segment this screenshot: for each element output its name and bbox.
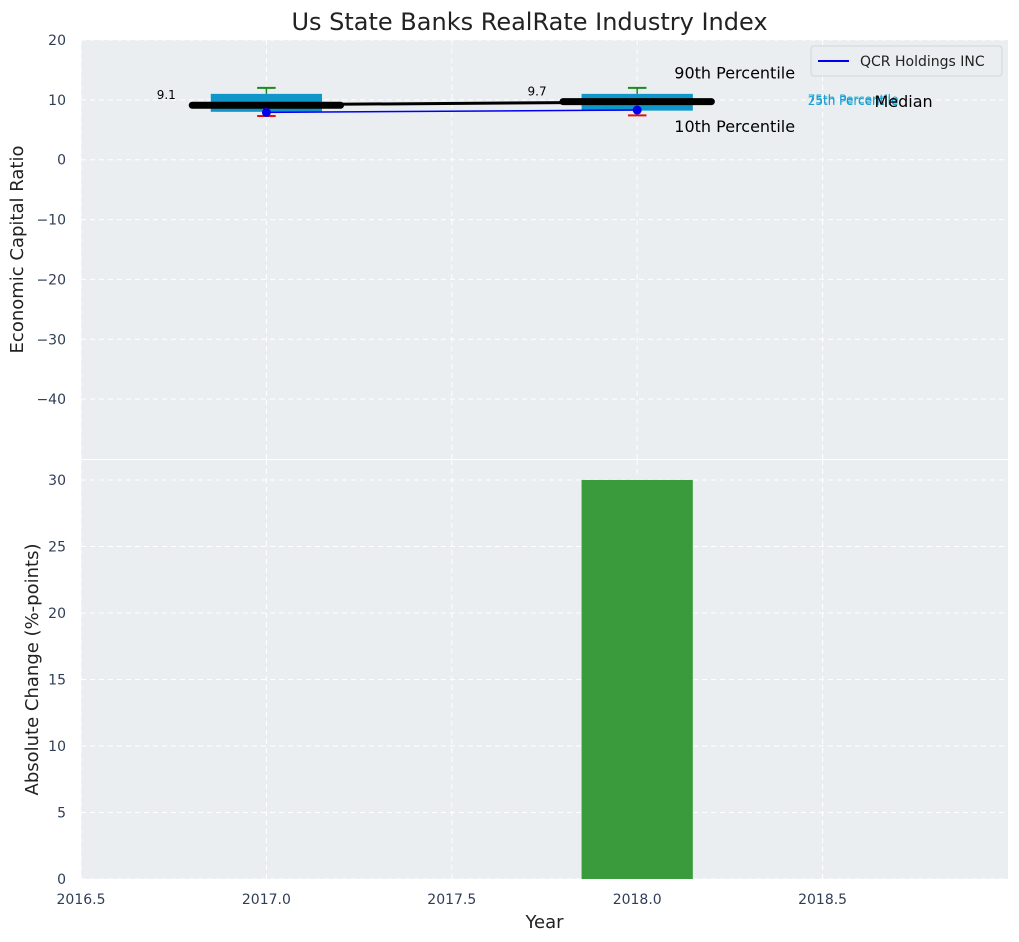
top-y-tick-label: −10: [36, 213, 66, 229]
bottom-y-tick-label: 10: [48, 739, 66, 755]
top-y-tick-label: 10: [48, 93, 66, 109]
top-y-tick-label: −40: [36, 392, 66, 408]
bottom-y-tick-label: 5: [57, 805, 66, 821]
p25-annotation: 25th Percentile: [808, 94, 899, 108]
bottom-bar-marks: [581, 479, 693, 879]
top-y-ticks: 20 10 0 −10 −20 −30 −40: [36, 33, 66, 408]
x-tick-label: 2018.5: [798, 892, 847, 908]
bottom-y-tick-label: 0: [57, 872, 66, 888]
company-point: [261, 107, 271, 117]
p90-annotation: 90th Percentile: [674, 63, 795, 82]
legend: QCR Holdings INC: [810, 45, 1003, 77]
x-tick-label: 2016.5: [57, 892, 106, 908]
top-y-tick-label: 0: [57, 153, 66, 169]
x-tick-label: 2017.0: [242, 892, 291, 908]
p75-annotation: 75th Percentile: [808, 92, 899, 106]
company-line: [266, 109, 638, 114]
bottom-y-ticks: 0 5 10 15 20 25 30: [48, 473, 66, 888]
median-value-label: 9.7: [528, 85, 547, 99]
top-y-tick-label: −30: [36, 332, 66, 348]
bottom-gridlines: [80, 460, 1008, 880]
legend-label: QCR Holdings INC: [860, 54, 985, 70]
chart-title: Us State Banks RealRate Industry Index: [291, 8, 767, 36]
top-box-marks: 9.1 9.7 90th Percentile 10th Percentile 75th…: [157, 63, 933, 136]
bottom-y-tick-label: 15: [48, 672, 66, 688]
bottom-y-tick-label: 30: [48, 473, 66, 489]
legend-box: [810, 45, 1003, 77]
change-bar: [581, 479, 693, 879]
x-axis-label: Year: [524, 912, 564, 933]
x-tick-label: 2018.0: [613, 892, 662, 908]
x-tick-label: 2017.5: [427, 892, 476, 908]
p10-annotation: 10th Percentile: [674, 117, 795, 136]
bottom-x-ticks: 2016.5 2017.0 2017.5 2018.0 2018.5: [57, 892, 848, 908]
bottom-y-axis-label: Absolute Change (%-points): [22, 544, 43, 796]
top-y-tick-label: −20: [36, 272, 66, 288]
top-y-tick-label: 20: [48, 33, 66, 49]
company-point: [632, 105, 642, 115]
top-y-axis-label: Economic Capital Ratio: [7, 146, 28, 354]
median-value-label: 9.1: [157, 88, 176, 102]
median-trend-line: [192, 100, 712, 107]
bottom-y-tick-label: 25: [48, 539, 66, 555]
bottom-panel-background: [81, 460, 1008, 879]
bottom-y-tick-label: 20: [48, 606, 66, 622]
median-annotation: Median: [875, 92, 933, 111]
